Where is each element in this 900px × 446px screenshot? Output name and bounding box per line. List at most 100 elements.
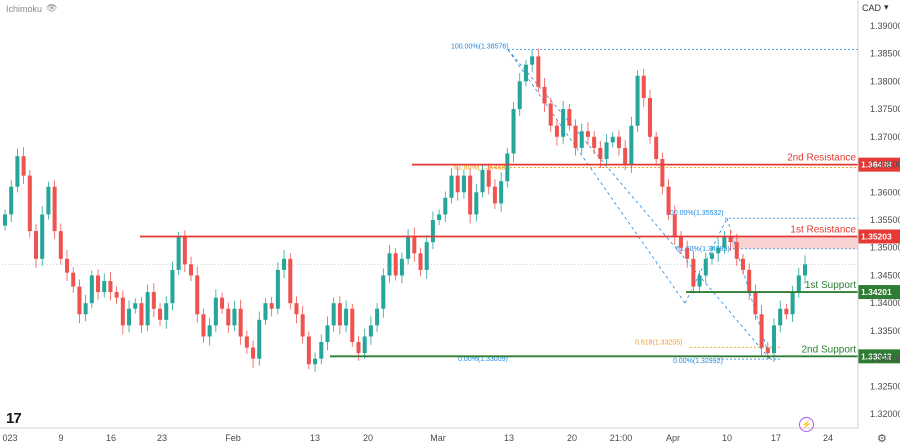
x-axis: 023 9 16 23 Feb 13 20 Mar 13 20 21:00 Apr 10 17 24 — [0, 427, 858, 443]
candle-body — [83, 303, 88, 315]
candle-body — [561, 109, 566, 137]
indicator-legend[interactable]: Ichimoku 👁 — [6, 3, 57, 14]
candle-body — [65, 258, 70, 273]
candle-body — [604, 142, 609, 159]
candle-body — [511, 109, 516, 154]
y-tick-label: 1.36000 — [870, 187, 900, 197]
candle-body — [771, 325, 777, 354]
candle-body — [207, 325, 212, 337]
candle-body — [319, 342, 324, 359]
candle-body — [399, 258, 404, 276]
candle-body — [691, 258, 696, 287]
x-tick-label: 20 — [363, 433, 373, 443]
candle-body — [52, 186, 57, 232]
candle-body — [536, 56, 541, 87]
candle-body — [189, 264, 194, 276]
indicator-label: Ichimoku — [6, 3, 43, 14]
candle-body — [120, 297, 125, 326]
candle-body — [765, 347, 770, 354]
x-tick-label: 23 — [157, 433, 167, 443]
candle-body — [517, 81, 522, 110]
candle-body — [666, 186, 671, 215]
candle-body — [381, 275, 386, 309]
candle-body — [71, 272, 76, 287]
candle-body — [127, 308, 132, 326]
candle-body — [734, 242, 739, 259]
candle-body — [548, 103, 553, 126]
candle-body — [313, 358, 318, 365]
candle-body — [598, 147, 603, 159]
candle-body — [567, 109, 572, 126]
candle-body — [170, 269, 175, 304]
candle-body — [375, 308, 380, 326]
candle-body — [393, 253, 398, 276]
candle-body — [678, 236, 683, 248]
candle-body — [796, 275, 801, 293]
candle-body — [325, 325, 330, 343]
level-price-badge-text: 1.36498 — [861, 160, 892, 170]
candle-body — [641, 75, 646, 98]
lightning-icon[interactable]: ⚡ — [799, 417, 814, 432]
candle-body — [585, 131, 590, 137]
level-label: 1st Support — [805, 280, 856, 291]
candle-body — [158, 308, 163, 320]
level-price-badge-text: 1.35203 — [861, 231, 892, 241]
candle-body — [15, 156, 20, 187]
x-tick-label: 17 — [771, 433, 781, 443]
candle-body — [164, 303, 169, 320]
fib-label: 100.00%(1.38576) — [451, 43, 509, 50]
fib-retracements: 100.00%(1.38576) 61.80%(1.36448) 0.00%(1.3… — [451, 43, 858, 365]
candle-body — [58, 231, 63, 259]
candle-body — [474, 192, 479, 215]
candle-body — [728, 236, 733, 243]
candle-body — [629, 125, 634, 165]
gear-icon[interactable]: ⚙ — [877, 433, 887, 445]
fib-label: 100.00%(1.35532) — [666, 210, 724, 217]
candle-body — [27, 175, 32, 232]
candle-body — [778, 308, 783, 326]
candle-body — [573, 125, 578, 148]
candle-body — [306, 336, 311, 365]
candle-body — [133, 303, 138, 309]
currency-selector[interactable]: CAD ▾ — [862, 2, 889, 13]
candle-body — [96, 275, 101, 293]
level-price-badge-text: 1.34201 — [861, 287, 892, 297]
candle-body — [579, 131, 584, 148]
support-resistance-levels: 2nd Resistance 1.36498 1st Resistance 1.352… — [140, 153, 900, 364]
candle-body — [623, 147, 628, 165]
candle-body — [89, 275, 94, 304]
y-tick-label: 1.39000 — [870, 21, 900, 31]
y-tick-label: 1.35500 — [870, 215, 900, 225]
y-tick-label: 1.33000 — [870, 354, 900, 364]
eye-icon[interactable]: 👁 — [46, 3, 58, 13]
candle-body — [430, 220, 435, 243]
candle-body — [437, 214, 442, 220]
candle-body — [331, 303, 336, 326]
candle-body — [244, 336, 249, 348]
candle-body — [238, 308, 243, 337]
candle-body — [654, 136, 659, 159]
chevron-down-icon: ▾ — [884, 2, 889, 12]
x-tick-label: 20 — [567, 433, 577, 443]
candle-body — [740, 258, 745, 270]
candle-body — [201, 314, 206, 337]
y-tick-label: 1.33500 — [870, 326, 900, 336]
x-tick-label: 24 — [823, 433, 833, 443]
x-tick-label: Feb — [225, 433, 241, 443]
candle-body — [660, 158, 665, 187]
candle-body — [145, 292, 150, 326]
level-price-badge — [858, 285, 900, 300]
candle-body — [251, 347, 256, 359]
candle-body — [33, 231, 39, 259]
candle-body — [635, 75, 640, 126]
candle-body — [151, 292, 156, 309]
y-tick-label: 1.35000 — [870, 243, 900, 253]
candle-body — [2, 214, 8, 226]
tradingview-logo-icon: 17 — [6, 410, 22, 427]
candle-body — [232, 308, 237, 326]
y-tick-label: 1.36500 — [870, 160, 900, 170]
fib-label: 0.618(1.33205) — [635, 339, 682, 346]
x-tick-label: 16 — [106, 433, 116, 443]
